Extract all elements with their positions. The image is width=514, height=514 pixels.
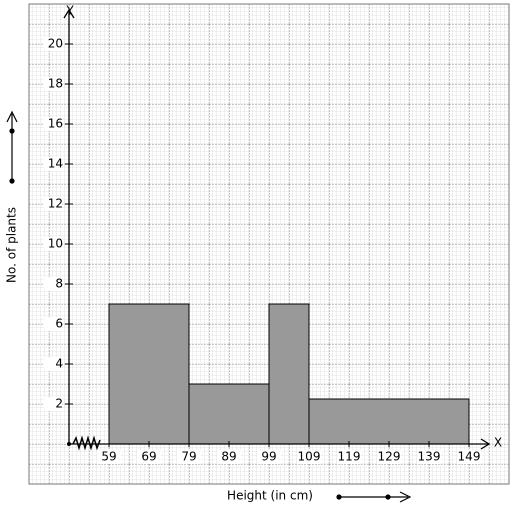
y-tick-label: 8 (55, 277, 63, 291)
label-bg (44, 357, 62, 371)
label-bg (137, 450, 161, 464)
bar (308, 398, 470, 445)
y-tick-label: 16 (48, 117, 63, 131)
label-bg (97, 450, 121, 464)
x-tick-label: 139 (418, 450, 441, 464)
label-bg (44, 117, 62, 131)
y-tick-label: 12 (48, 197, 63, 211)
x-tick-label: 99 (261, 450, 276, 464)
y-tick-label: 10 (48, 237, 63, 251)
label-bg (377, 450, 401, 464)
x-tick-label: 89 (221, 450, 236, 464)
y-axis-label: No. of plants (5, 207, 19, 283)
x-tick-label: 149 (458, 450, 481, 464)
label-bg (417, 450, 441, 464)
y-tick-label: 14 (48, 157, 63, 171)
label-bg (44, 277, 62, 291)
label-bg (217, 450, 241, 464)
label-bg (44, 317, 62, 331)
label-bg (44, 237, 62, 251)
bar (108, 303, 190, 445)
y-tick-label: 4 (55, 357, 63, 371)
label-bg (177, 450, 201, 464)
x-axis-name: X (494, 436, 502, 450)
x-axis-arrow (480, 438, 491, 450)
x-tick-label: 79 (181, 450, 196, 464)
label-bg (44, 197, 62, 211)
label-bg (44, 77, 62, 91)
y-tick-label: 6 (55, 317, 63, 331)
label-bg (44, 397, 62, 411)
x-tick-label: 69 (141, 450, 156, 464)
y-axis-arrow (63, 8, 75, 19)
label-bg (257, 450, 281, 464)
x-tick-label: 59 (101, 450, 116, 464)
y-tick-label: 2 (55, 397, 63, 411)
x-tick-label: 109 (298, 450, 321, 464)
y-tick-label: 18 (48, 77, 63, 91)
y-tick-label: 20 (48, 37, 63, 51)
x-axis-label: Height (in cm) (227, 489, 313, 503)
bar (188, 383, 270, 445)
label-bg (457, 450, 481, 464)
decor-arrows (6, 110, 412, 503)
origin-dot (67, 442, 71, 446)
x-tick-label: 119 (338, 450, 361, 464)
axis-break (72, 435, 101, 451)
bar (268, 303, 310, 445)
label-bg (44, 37, 62, 51)
x-tick-label: 129 (378, 450, 401, 464)
label-bg (337, 450, 361, 464)
label-bg (44, 157, 62, 171)
label-bg (297, 450, 321, 464)
